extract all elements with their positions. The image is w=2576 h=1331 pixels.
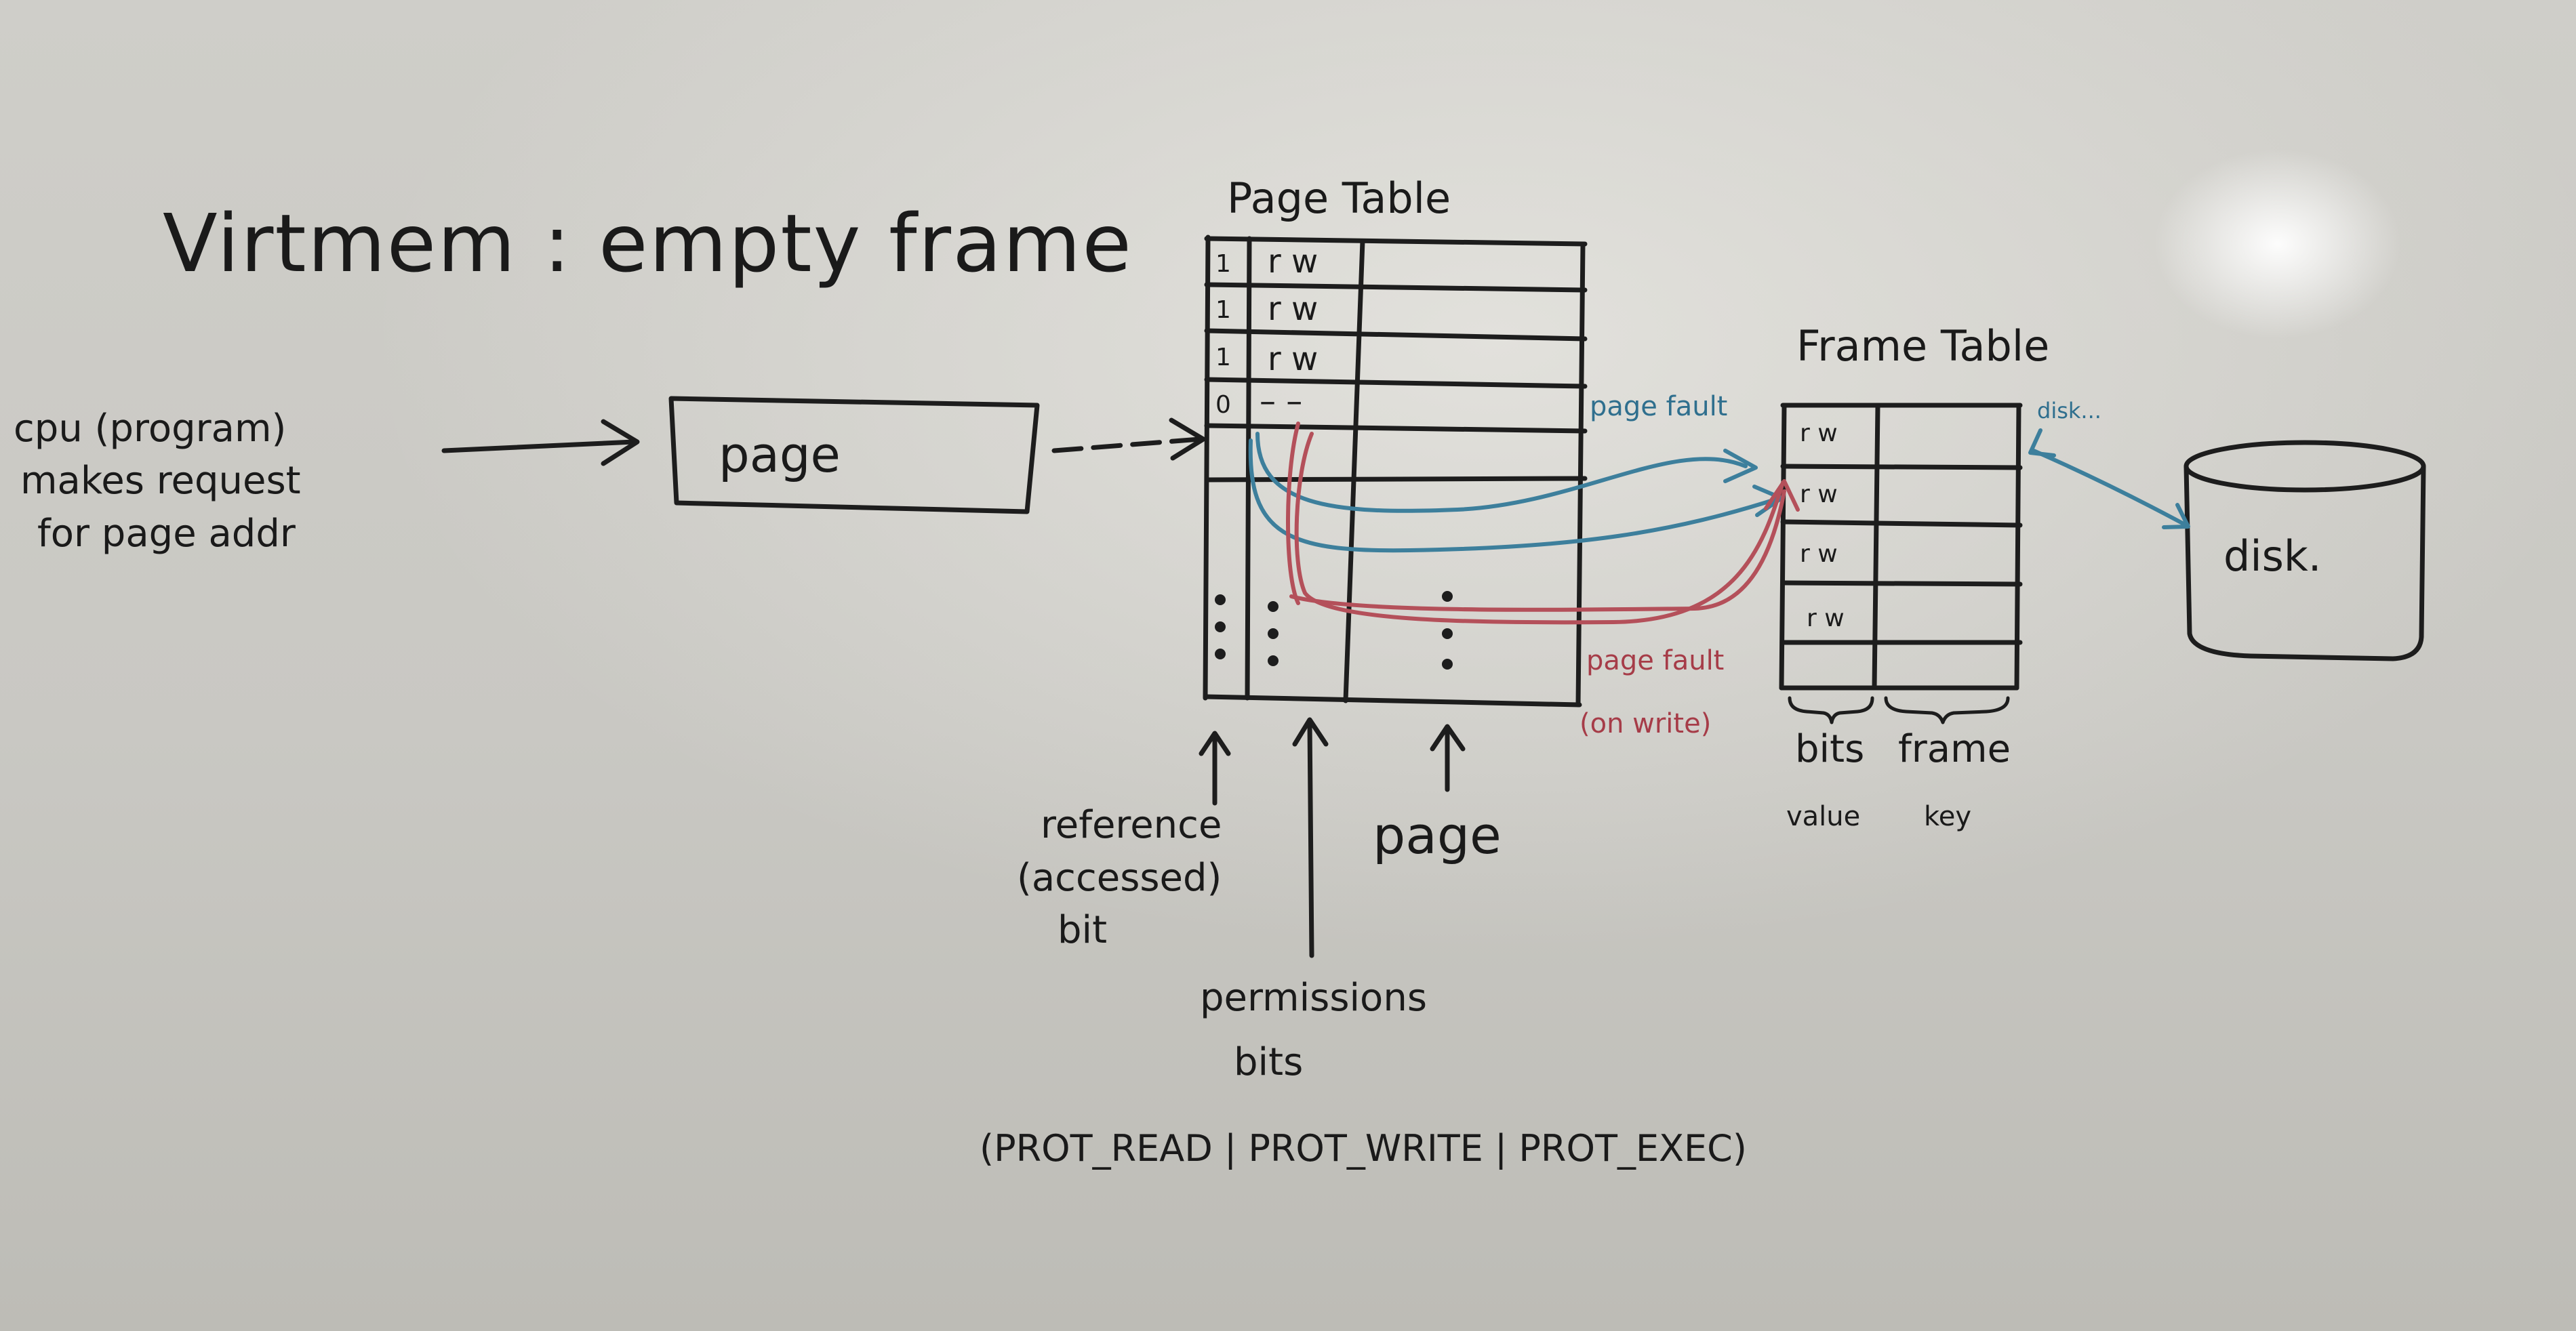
page-table-perm: r w: [1268, 290, 1319, 328]
frame-table-bits: r w: [1800, 540, 1838, 568]
frame-table-heading: Frame Table: [1796, 321, 2050, 371]
cpu-label-line1: cpu (program): [14, 407, 287, 451]
page-table-grid: [1203, 234, 1588, 708]
frame-table-bits-label: bits: [1795, 727, 1865, 771]
frame-table-bits: r w: [1800, 480, 1838, 508]
page-column-arrow: [1430, 724, 1466, 792]
frame-table-bits: r w: [1800, 419, 1838, 447]
frame-table-frame-label: frame: [1898, 727, 2011, 771]
page-to-table-arrow: [1051, 417, 1206, 461]
reference-bit-label-line3: bit: [1058, 908, 1108, 952]
page-table-ellipsis: [1215, 591, 1453, 670]
cpu-to-page-arrow: [441, 419, 640, 466]
blue-page-fault-arrows: [1248, 432, 1784, 553]
page-table-ref-bit: 0: [1215, 391, 1231, 419]
permission-bits-arrow: [1292, 717, 1329, 958]
page-fault-on-write-label: page fault: [1586, 645, 1725, 676]
page-fault-label: page fault: [1590, 391, 1728, 422]
board-title: Virtmem : empty frame: [163, 197, 1133, 290]
reference-bit-label-line1: reference: [1041, 803, 1222, 847]
disk-link-arrow: [2028, 428, 2190, 529]
reference-bit-arrow: [1199, 731, 1231, 806]
page-table-perm: r w: [1268, 340, 1319, 378]
page-box: [668, 396, 1040, 514]
permission-bits-label-line2: bits: [1234, 1040, 1304, 1084]
cpu-label-line2: makes request: [20, 459, 301, 503]
disk-label: disk.: [2223, 531, 2322, 581]
disk-cylinder: [2183, 440, 2426, 661]
disk-link-label: disk...: [2037, 398, 2101, 424]
page-table-heading: Page Table: [1227, 173, 1451, 223]
page-table-perm: r w: [1268, 243, 1319, 281]
red-page-fault-arrows: [1286, 422, 1800, 625]
page-box-label: page: [719, 426, 841, 483]
page-table-ref-bit: 1: [1215, 344, 1231, 371]
page-table-ref-bit: 1: [1215, 296, 1231, 324]
page-fault-on-write-label-line2: (on write): [1579, 708, 1712, 739]
permission-bits-label-line1: permissions: [1200, 976, 1427, 1020]
prot-flags-label: (PROT_READ | PROT_WRITE | PROT_EXEC): [980, 1127, 1747, 1170]
frame-table-value-label: value: [1786, 801, 1861, 832]
frame-table-grid: [1779, 403, 2023, 691]
reference-bit-label-line2: (accessed): [1017, 856, 1222, 900]
cpu-label-line3: for page addr: [37, 512, 296, 556]
page-column-label: page: [1373, 805, 1502, 865]
frame-table-braces: [1788, 696, 2010, 724]
frame-table-bits: r w: [1807, 605, 1845, 632]
page-table-perm: – –: [1260, 382, 1303, 420]
frame-table-key-label: key: [1924, 801, 1972, 832]
page-table-ref-bit: 1: [1215, 250, 1231, 278]
